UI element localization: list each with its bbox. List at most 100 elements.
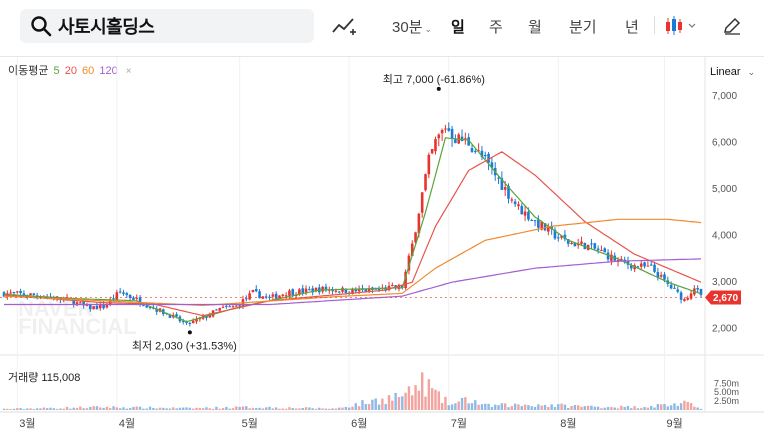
volume-bar (278, 408, 281, 410)
volume-bar (65, 406, 69, 410)
candle-body (12, 292, 16, 294)
volume-bar (470, 403, 474, 410)
volume-bar (427, 379, 431, 410)
volume-bar (132, 406, 135, 410)
volume-bar (377, 404, 381, 410)
header-divider (0, 56, 764, 57)
candle-body (434, 139, 437, 152)
volume-bar (162, 407, 165, 410)
volume-tick-label: 2.50m (714, 396, 739, 406)
candle-body (470, 148, 474, 152)
period-year-tab[interactable]: 년 (625, 19, 639, 36)
volume-bar (102, 407, 105, 410)
candlestick-type-icon[interactable] (664, 15, 700, 37)
volume-bar (82, 408, 85, 410)
volume-bar (145, 408, 148, 410)
candle-body (440, 129, 444, 134)
x-tick-label: 5월 (242, 417, 258, 430)
candle-body (450, 128, 454, 139)
candle-body (547, 226, 550, 232)
volume-bar (656, 404, 660, 410)
period-quarter-tab[interactable]: 분기 (569, 19, 597, 36)
volume-bar (69, 408, 72, 410)
period-30m-tab[interactable]: 30분 ⌄ (392, 19, 433, 36)
moving-average-legend[interactable]: 이동평균 5 20 60 120 × (8, 62, 134, 78)
volume-bar (693, 406, 696, 410)
scale-chevron-icon: ⌄ (747, 67, 756, 77)
volume-bar (424, 396, 427, 410)
volume-bar (417, 390, 421, 410)
pencil-draw-icon[interactable] (722, 16, 742, 36)
candle-body (699, 288, 703, 296)
volume-bar (640, 408, 643, 410)
volume-bar (384, 404, 387, 410)
candle-body (563, 234, 567, 240)
volume-bar (75, 407, 79, 410)
ma20-label: 20 (64, 65, 77, 77)
volume-bar (331, 408, 334, 410)
candle-body (454, 138, 457, 144)
candle-body (630, 265, 633, 269)
candle-body (384, 287, 387, 291)
ma-legend-close-icon[interactable]: × (125, 66, 132, 77)
candle-body (145, 305, 149, 308)
volume-bar (238, 406, 241, 410)
volume-bar (191, 408, 195, 410)
ma-legend-title: 이동평균 (8, 65, 49, 77)
candle-body (288, 290, 291, 296)
volume-bar (72, 407, 75, 410)
volume-bar (464, 397, 467, 410)
volume-bar (245, 406, 248, 410)
high-marker (436, 86, 441, 91)
volume-bar (138, 406, 142, 410)
scale-label: Linear (710, 66, 741, 78)
x-tick-label: 4월 (119, 417, 135, 430)
volume-bar (235, 406, 238, 410)
volume-bar (172, 407, 175, 410)
volume-bar (570, 405, 573, 410)
volume-bar (507, 407, 510, 410)
volume-bar (268, 406, 271, 410)
volume-bar (152, 407, 155, 410)
volume-bar (517, 404, 520, 410)
volume-bar (606, 407, 610, 410)
candle-body (364, 288, 368, 293)
volume-bar (9, 408, 12, 410)
volume-bar (500, 403, 504, 410)
volume-bar (540, 405, 543, 410)
period-week-tab[interactable]: 주 (489, 19, 503, 36)
volume-bar (676, 405, 679, 410)
volume-bar (321, 408, 324, 410)
volume-bar (474, 400, 477, 410)
candle-body (464, 138, 467, 140)
volume-bar (397, 397, 401, 410)
candle-body (437, 134, 441, 139)
stock-search-box[interactable]: 사토시홀딩스 (20, 9, 314, 43)
volume-bar (215, 406, 218, 410)
volume-bar (301, 408, 304, 410)
candle-body (198, 318, 202, 320)
period-day-tab[interactable]: 일 (451, 19, 465, 36)
period-month-tab[interactable]: 월 (528, 19, 542, 36)
candle-body (603, 248, 607, 253)
volume-bar (45, 408, 49, 410)
ma5-label: 5 (53, 65, 60, 77)
volume-bar (165, 408, 168, 410)
volume-bar (198, 407, 202, 410)
stock-name: 사토시홀딩스 (58, 17, 155, 37)
compare-chart-icon[interactable] (331, 14, 357, 38)
candle-body (500, 178, 504, 190)
volume-bar (457, 401, 460, 410)
volume-bar (523, 404, 527, 410)
volume-bar (344, 407, 348, 410)
volume-bar (225, 406, 228, 410)
volume-bar (99, 407, 102, 410)
candle-body (108, 299, 112, 305)
candle-body (497, 177, 500, 179)
scale-selector[interactable]: Linear ⌄ (710, 66, 755, 78)
volume-bar (596, 406, 600, 410)
volume-bar (351, 406, 354, 410)
volume-bar (394, 392, 397, 410)
volume-bar (195, 407, 198, 410)
